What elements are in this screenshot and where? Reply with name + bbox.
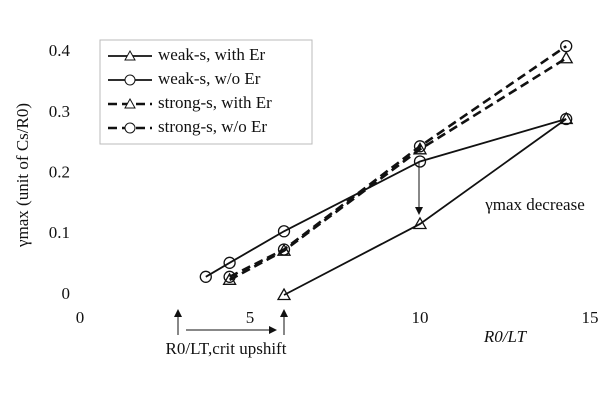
x-tick-label: 5 <box>246 308 255 327</box>
point <box>413 155 427 168</box>
legend-label: strong-s, w/o Er <box>158 117 267 136</box>
line <box>228 57 567 281</box>
legend-label: weak-s, w/o Er <box>158 69 261 88</box>
x-tick-label: 10 <box>412 308 429 327</box>
point <box>222 272 237 285</box>
point <box>413 140 427 153</box>
point <box>560 39 573 53</box>
legend-label: weak-s, with Er <box>158 45 266 64</box>
y-tick-label: 0.3 <box>49 102 70 121</box>
x-tick-label: 0 <box>76 308 85 327</box>
point <box>559 50 574 64</box>
point <box>277 225 291 238</box>
point <box>223 256 236 269</box>
point <box>223 270 236 283</box>
legend-marker <box>124 49 136 61</box>
y-tick-label: 0 <box>62 284 71 303</box>
point <box>559 111 574 125</box>
legend-marker <box>124 122 136 134</box>
line <box>205 118 567 278</box>
y-tick-label: 0.2 <box>49 163 70 182</box>
annotation: R0/LT,crit upshift <box>166 339 287 358</box>
point <box>277 243 291 256</box>
point <box>560 112 573 126</box>
line <box>283 118 567 296</box>
annotation: γmax decrease <box>484 195 585 214</box>
legend-label: strong-s, with Er <box>158 93 272 112</box>
point <box>412 216 428 230</box>
y-axis-label: γmax (unit of Cs/R0) <box>13 103 32 248</box>
x-axis-label: R0/LT <box>483 327 528 346</box>
point <box>276 287 292 301</box>
legend-marker <box>124 97 136 109</box>
line <box>229 45 567 278</box>
x-tick-label: 15 <box>582 308 599 327</box>
legend-marker <box>124 74 136 86</box>
y-tick-label: 0.4 <box>49 41 71 60</box>
y-tick-label: 0.1 <box>49 223 70 242</box>
point <box>199 270 212 283</box>
